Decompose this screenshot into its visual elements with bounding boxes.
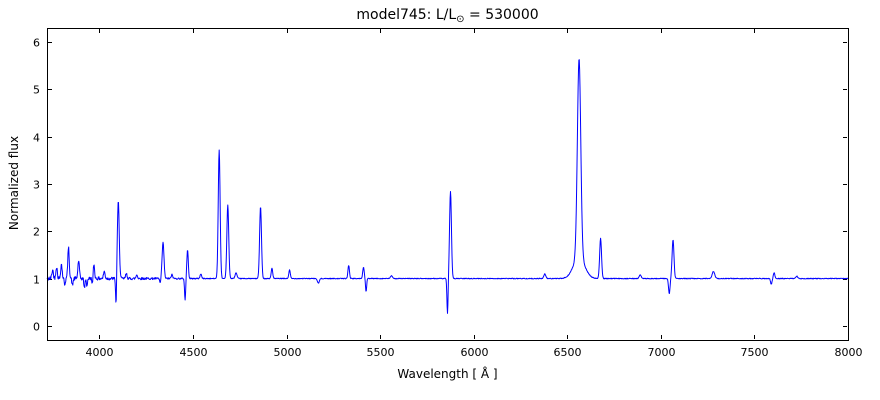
y-tick-label: 6 [33,37,40,50]
x-tick-label: 7000 [648,346,676,359]
x-tick-label: 7500 [741,346,769,359]
x-tick-label: 4500 [180,346,208,359]
chart-title: model745: L/L⊙ = 530000 [47,7,848,25]
x-tick-label: 5500 [367,346,395,359]
odot-subscript: ⊙ [456,14,465,25]
y-tick-label: 1 [33,274,40,287]
plot-frame [47,28,849,341]
y-tick-label: 2 [33,226,40,239]
x-tick-label: 6000 [461,346,489,359]
chart-title-prefix: model745: L/L [356,7,457,23]
x-tick-label: 5000 [274,346,302,359]
y-tick-label: 3 [33,179,40,192]
x-tick-label: 4000 [86,346,114,359]
x-tick-label: 8000 [835,346,863,359]
y-tick-label: 4 [33,132,40,145]
y-tick-label: 0 [33,321,40,334]
spectrum-line [46,59,849,314]
x-axis-label: Wavelength [ Å ] [397,367,498,381]
y-tick-label: 5 [33,84,40,97]
axis-ticks: 4000 4500 5000 5500 6000 6500 7000 7500 8000 0 1 2 3… [33,29,863,359]
y-axis-label: Normalized flux [7,135,21,231]
x-tick-label: 6500 [554,346,582,359]
chart-title-suffix: = 530000 [464,7,539,23]
